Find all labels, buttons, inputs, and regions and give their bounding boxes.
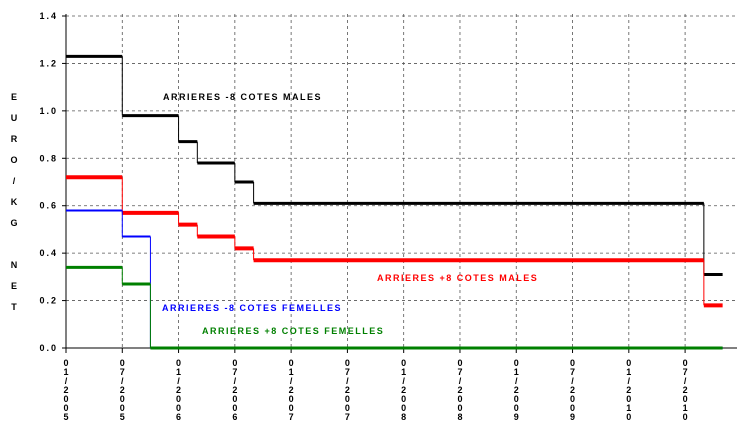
series-label: ARRIERES -8 COTES FEMELLES	[162, 303, 342, 313]
series-label: ARRIERES +8 COTES MALES	[377, 273, 538, 283]
x-tick-label: 01/2006	[174, 358, 184, 421]
x-tick-label: 01/2008	[399, 358, 409, 421]
x-tick-label: 01/2005	[61, 358, 71, 421]
y-tick-label: 0.6	[39, 201, 58, 211]
series-label: ARRIERES +8 COTES FEMELLES	[202, 326, 384, 336]
x-tick-label: 01/2010	[624, 358, 634, 421]
y-tick-label: 0.8	[39, 153, 58, 163]
x-tick-label: 07/2006	[230, 358, 240, 421]
x-tick-label: 07/2009	[568, 358, 578, 421]
y-tick-label: 0.4	[39, 248, 58, 258]
x-tick-label: 07/2010	[680, 358, 690, 421]
series-label: ARRIERES -8 COTES MALES	[163, 92, 322, 102]
x-tick-label: 01/2007	[286, 358, 296, 421]
y-tick-label: 0.2	[39, 296, 58, 306]
y-tick-label: 1.0	[39, 106, 58, 116]
y-tick-label: 0.0	[39, 343, 58, 353]
x-tick-label: 07/2008	[455, 358, 465, 421]
x-tick-label: 07/2007	[342, 358, 352, 421]
y-tick-label: 1.2	[39, 58, 58, 68]
y-axis-label: EURO/KG NET	[9, 92, 19, 323]
y-tick-label: 1.4	[39, 11, 58, 21]
x-tick-label: 07/2005	[117, 358, 127, 421]
x-tick-label: 01/2009	[511, 358, 521, 421]
